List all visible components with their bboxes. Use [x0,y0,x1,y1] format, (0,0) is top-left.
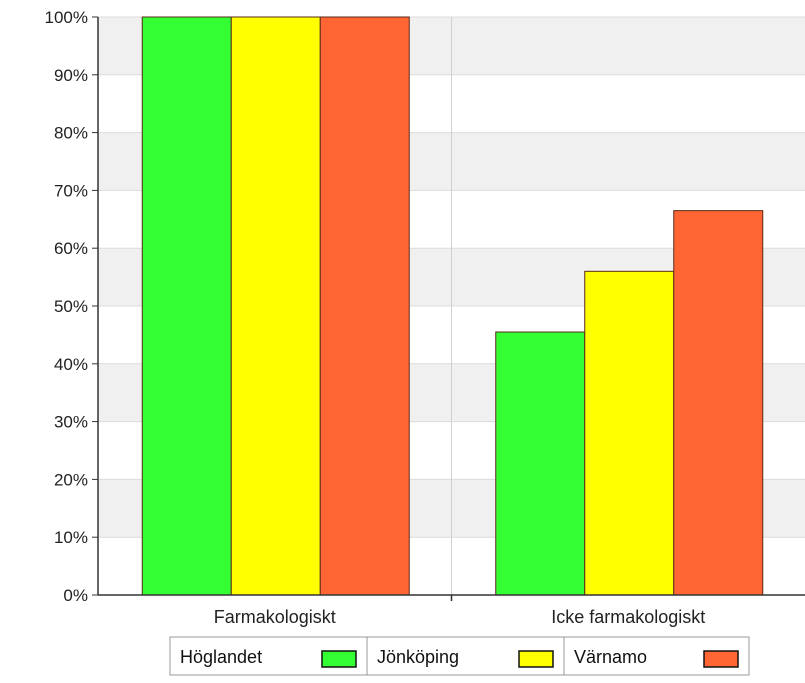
y-tick-label: 60% [54,239,88,258]
x-category-labels: Farmakologiskt Icke farmakologiskt [214,607,706,627]
legend-label: Jönköping [377,647,459,667]
y-tick-label: 40% [54,355,88,374]
bar [495,331,586,596]
bar [584,270,675,596]
x-category-label: Icke farmakologiskt [551,607,705,627]
y-tick-label: 90% [54,66,88,85]
y-tick-label: 20% [54,470,88,489]
bar [230,16,321,596]
y-tick-label: 100% [45,8,88,27]
y-tick-label: 10% [54,528,88,547]
y-tick-label: 30% [54,413,88,432]
y-tick-label: 80% [54,124,88,143]
y-tick-label: 50% [54,297,88,316]
legend: Höglandet Jönköping Värnamo [169,636,750,676]
bar [319,16,410,596]
legend-label: Värnamo [574,647,647,667]
bar [141,16,232,596]
axes [97,17,805,601]
bar [673,210,764,596]
y-tick-label: 70% [54,181,88,200]
legend-swatch [518,650,554,668]
x-category-label: Farmakologiskt [214,607,336,627]
y-tick-label: 0% [63,586,88,605]
legend-swatch [703,650,739,668]
legend-swatch [321,650,357,668]
legend-label: Höglandet [180,647,262,667]
bars [141,16,764,596]
y-tick-labels: 0% 10% 20% 30% 40% 50% 60% 70% 80% 90% 100% [45,8,88,605]
